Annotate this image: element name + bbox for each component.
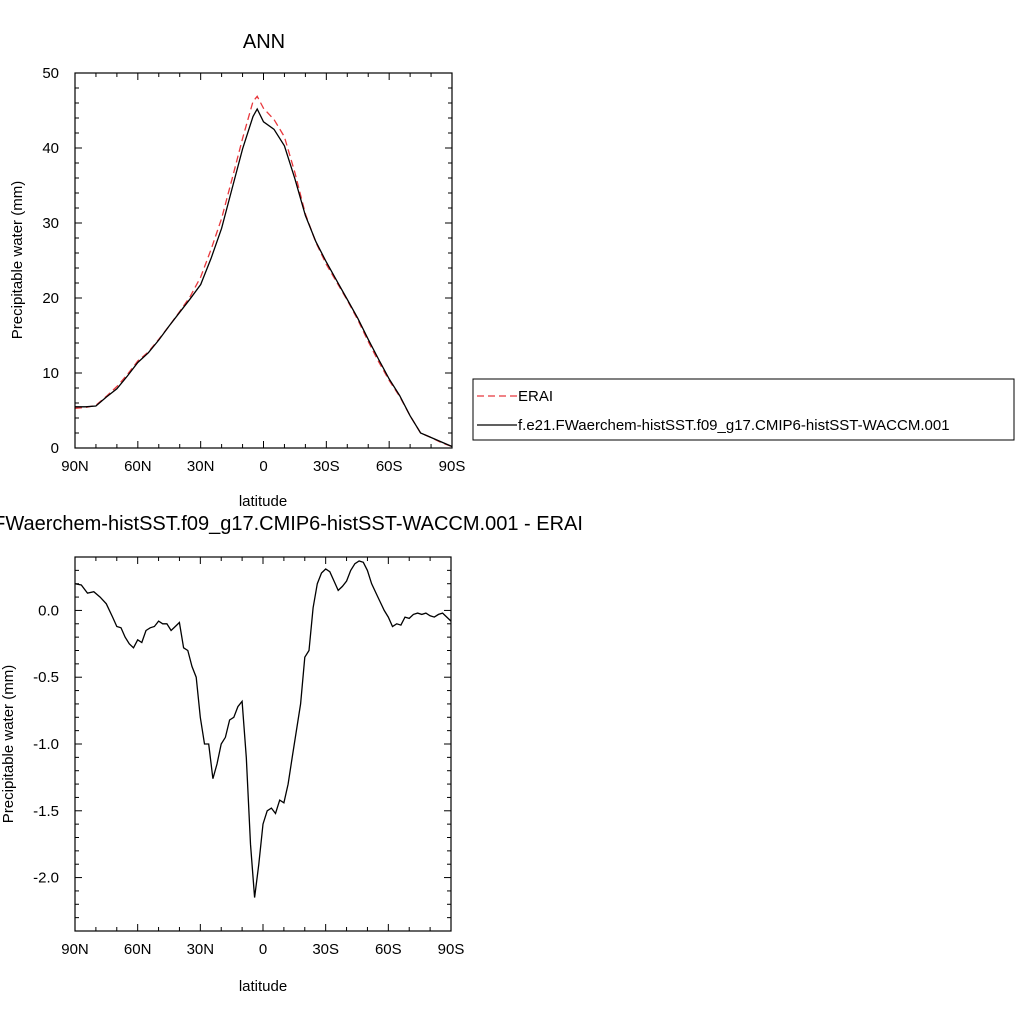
top-series-line-1: [74, 95, 453, 448]
top-series-line-2: [75, 107, 453, 448]
bottom-series-layer: [74, 560, 452, 898]
top-panel: ANN 90N 60N 30N 0 30S 60S 90S 0 10 20 30 40 50 latit…: [9, 31, 465, 510]
bottom-x-axis-label: latitude: [239, 978, 287, 995]
top-y-tick-label: 0: [51, 440, 59, 457]
top-x-tick-label: 90N: [61, 458, 89, 475]
bottom-x-tick-label: 90N: [61, 941, 89, 958]
bottom-x-tick-label: 0: [259, 941, 267, 958]
top-x-tick-label: 60S: [376, 458, 403, 475]
top-x-tick-label: 90S: [439, 458, 466, 475]
bottom-x-tick-label: 30S: [312, 941, 339, 958]
top-y-axis-label: Precipitable water (mm): [9, 181, 26, 339]
legend: ERAI f.e21.FWaerchem-histSST.f09_g17.CMI…: [472, 378, 1015, 441]
bottom-y-tick-label: -0.5: [33, 669, 59, 686]
top-chart-title: ANN: [243, 31, 285, 53]
top-y-tick-label: 10: [42, 365, 59, 382]
top-y-tick-label: 40: [42, 140, 59, 157]
bottom-y-tick-label: -1.0: [33, 736, 59, 753]
top-x-tick-label: 60N: [124, 458, 152, 475]
legend-label-model: f.e21.FWaerchem-histSST.f09_g17.CMIP6-hi…: [518, 417, 950, 434]
bottom-chart-title: f.e21.FWaerchem-histSST.f09_g17.CMIP6-hi…: [0, 513, 583, 535]
bottom-y-tick-label: -1.5: [33, 803, 59, 820]
top-ticks: 90N 60N 30N 0 30S 60S 90S 0 10 20 30 40 50: [42, 65, 465, 475]
bottom-x-tick-label: 30N: [187, 941, 215, 958]
top-y-tick-label: 30: [42, 215, 59, 232]
bottom-y-tick-label: -2.0: [33, 870, 59, 887]
bottom-x-tick-label: 60S: [375, 941, 402, 958]
legend-label-erai: ERAI: [518, 388, 553, 405]
top-x-tick-label: 30S: [313, 458, 340, 475]
top-plot-frame: [74, 72, 453, 449]
top-y-tick-label: 20: [42, 290, 59, 307]
top-x-tick-label: 30N: [187, 458, 215, 475]
bottom-x-tick-label: 90S: [438, 941, 465, 958]
bottom-x-tick-label: 60N: [124, 941, 152, 958]
legend-box: [472, 378, 1015, 441]
top-y-tick-label: 50: [42, 65, 59, 82]
bottom-ticks: 90N 60N 30N 0 30S 60S 90S 0.0 -0.5 -1.0 -1.5 -2.0: [33, 556, 465, 958]
bottom-plot-frame: [74, 556, 452, 932]
top-x-tick-label: 0: [259, 458, 267, 475]
bottom-y-tick-label: 0.0: [38, 602, 59, 619]
bottom-series-line-1: [74, 560, 452, 898]
top-x-axis-label: latitude: [239, 493, 287, 510]
top-series-layer: [74, 95, 453, 448]
bottom-y-axis-label: Precipitable water (mm): [0, 665, 17, 823]
bottom-panel: f.e21.FWaerchem-histSST.f09_g17.CMIP6-hi…: [0, 513, 583, 995]
